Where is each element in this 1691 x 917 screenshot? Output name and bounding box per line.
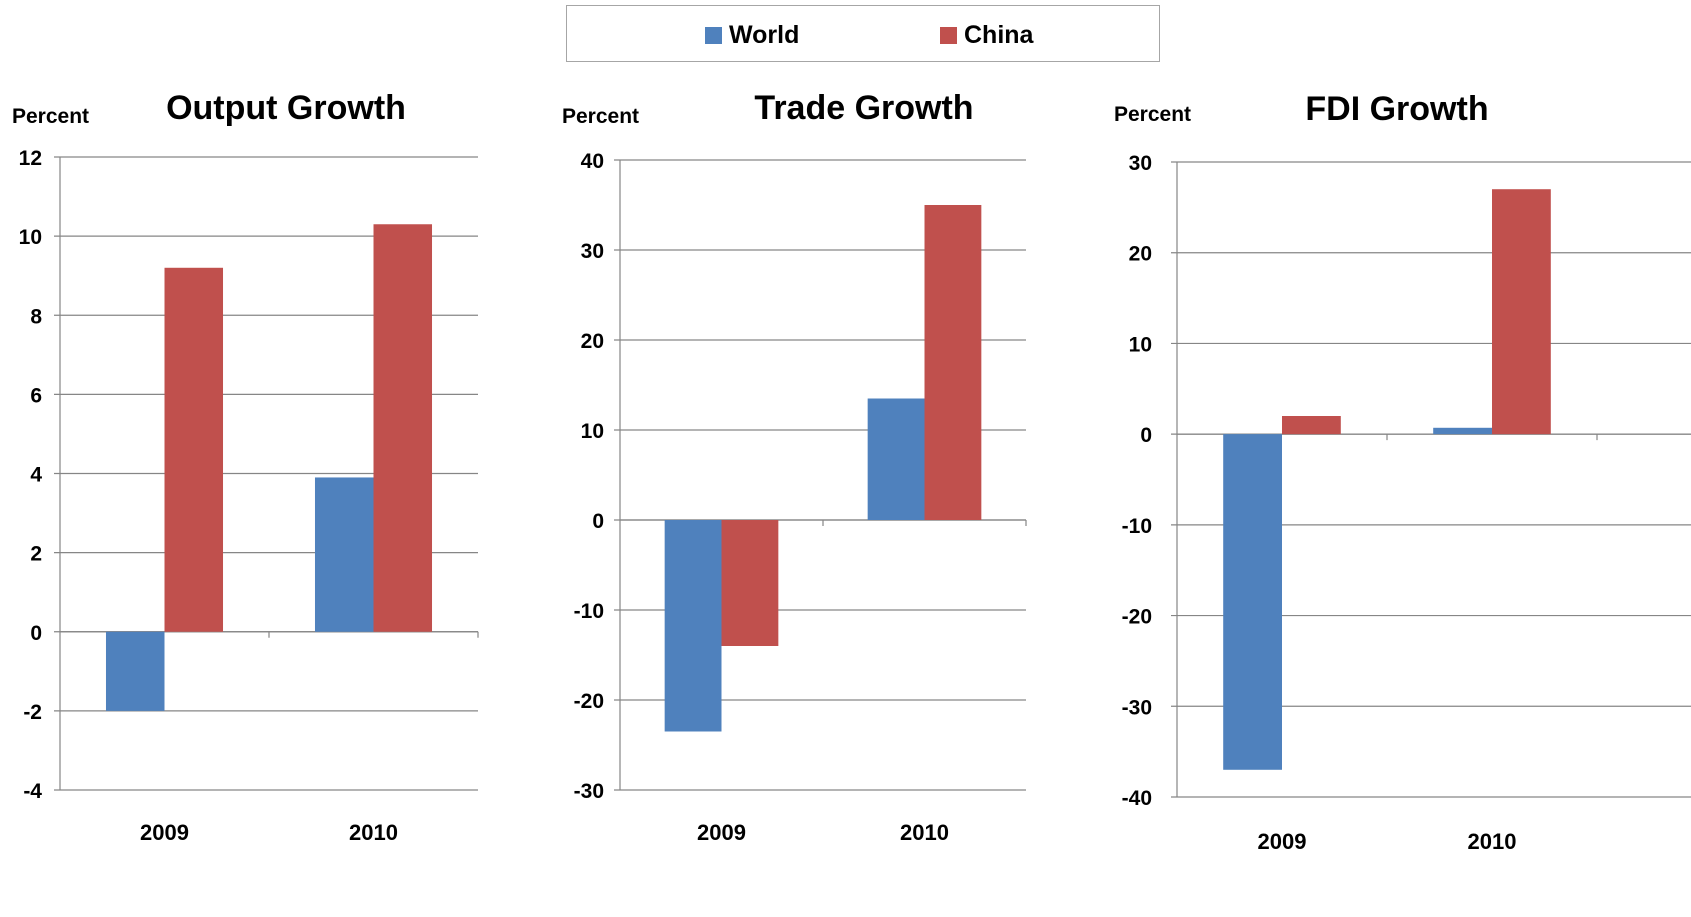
fdi-growth-ytick-label: 30: [1129, 152, 1152, 175]
fdi-growth-ytick-label: -10: [1122, 515, 1152, 538]
output-growth-category-label: 2010: [349, 820, 398, 845]
trade-growth-ytick-label: 40: [581, 150, 604, 173]
trade-growth-ytick-label: 30: [581, 240, 604, 263]
chart-legend: World China: [566, 5, 1160, 62]
fdi-growth-ytick-label: -20: [1122, 606, 1152, 629]
output-growth-bar-world-2010: [314, 477, 374, 632]
legend-swatch-world: [705, 27, 722, 44]
trade-growth-chart: -30 -20 -10 0 10 20 30 40 2009 2010 Trade Growth Pe…: [562, 89, 1027, 845]
output-growth-ytick-label: 0: [30, 622, 42, 645]
trade-growth-ytick-label: -10: [574, 600, 604, 623]
trade-growth-title: Trade Growth: [754, 89, 973, 127]
trade-growth-bar-world-2010: [867, 398, 925, 520]
fdi-growth-chart: -40 -30 -20 -10 0 10 20 30 2009 2010 FDI Growth Per…: [1114, 90, 1691, 854]
trade-growth-category-label: 2009: [697, 820, 746, 845]
output-growth-ytick-label: 12: [19, 147, 42, 170]
output-growth-bar-world-2009: [105, 631, 165, 711]
fdi-growth-ytick-label: -30: [1122, 696, 1152, 719]
output-growth-ylabel: Percent: [12, 105, 89, 128]
fdi-growth-bar-world-2010: [1433, 427, 1492, 435]
output-growth-ytick-label: 8: [30, 305, 42, 328]
trade-growth-ytick-label: -20: [574, 690, 604, 713]
output-growth-category-label: 2009: [140, 820, 189, 845]
output-growth-ytick-label: 10: [19, 226, 42, 249]
fdi-growth-ytick-label: 20: [1129, 243, 1152, 266]
trade-growth-bar-china-2009: [721, 520, 779, 646]
fdi-growth-ytick-label: -40: [1122, 787, 1152, 810]
fdi-growth-category-label: 2010: [1468, 829, 1517, 854]
fdi-growth-ytick-label: 0: [1140, 424, 1152, 447]
output-growth-chart: -4 -2 0 2 4 6 8 10 12 2009 2010 Output Growth Percen…: [12, 89, 479, 845]
output-growth-ytick-label: 4: [30, 464, 42, 487]
legend-swatch-china: [940, 27, 957, 44]
trade-growth-ytick-label: 20: [581, 330, 604, 353]
output-growth-bar-china-2009: [164, 267, 224, 632]
output-growth-ytick-label: 2: [30, 543, 42, 566]
output-growth-ytick-label: 6: [30, 384, 42, 407]
fdi-growth-title: FDI Growth: [1305, 90, 1488, 128]
fdi-growth-bar-china-2010: [1492, 189, 1551, 435]
output-growth-title: Output Growth: [166, 89, 406, 127]
fdi-growth-ylabel: Percent: [1114, 103, 1191, 126]
fdi-growth-ytick-label: 10: [1129, 333, 1152, 356]
legend-item-china: China: [940, 21, 1033, 49]
output-growth-ytick-label: -4: [23, 780, 42, 803]
output-growth-bar-china-2010: [373, 224, 433, 632]
legend-label-world: World: [729, 21, 800, 49]
trade-growth-bar-world-2009: [664, 520, 722, 732]
output-growth-ytick-label: -2: [23, 701, 42, 724]
trade-growth-ylabel: Percent: [562, 105, 639, 128]
trade-growth-category-label: 2010: [900, 820, 949, 845]
fdi-growth-category-label: 2009: [1258, 829, 1307, 854]
trade-growth-ytick-label: -30: [574, 780, 604, 803]
trade-growth-bar-china-2010: [924, 205, 982, 520]
legend-item-world: World: [705, 21, 799, 49]
fdi-growth-bar-world-2009: [1223, 434, 1282, 770]
trade-growth-ytick-label: 10: [581, 420, 604, 443]
fdi-growth-bar-china-2009: [1282, 416, 1341, 435]
trade-growth-ytick-label: 0: [592, 510, 604, 533]
legend-label-china: China: [964, 21, 1034, 49]
